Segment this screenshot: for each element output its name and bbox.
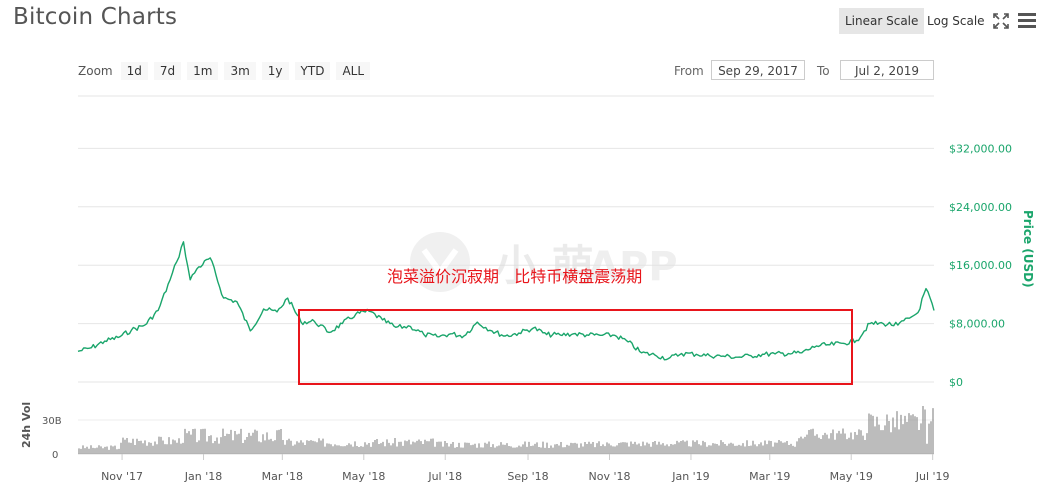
price-line <box>77 241 935 361</box>
y-tick-label: $16,000.00 <box>949 259 1012 272</box>
volume-tick-0: 0 <box>52 450 58 461</box>
menu-icon[interactable] <box>1018 12 1036 29</box>
zoom-label: Zoom <box>78 64 113 78</box>
volume-tick-30b: 30B <box>42 416 62 427</box>
volume-axis-label: 24h Vol <box>20 402 33 448</box>
zoom-ytd-button[interactable]: YTD <box>294 62 331 80</box>
x-tick-label: Nov '18 <box>588 470 630 483</box>
y-tick-label: $24,000.00 <box>949 201 1012 214</box>
y-tick-label: $8,000.00 <box>949 318 1005 331</box>
x-tick-label: Mar '18 <box>262 470 303 483</box>
fullscreen-icon[interactable] <box>993 13 1009 29</box>
watermark: 小 萌 APP <box>410 232 678 292</box>
page-title: Bitcoin Charts <box>13 4 178 30</box>
zoom-all-button[interactable]: ALL <box>336 62 371 80</box>
x-tick-label: Jul '19 <box>915 470 950 483</box>
range-to-input[interactable]: Jul 2, 2019 <box>840 60 934 80</box>
zoom-3m-button[interactable]: 3m <box>224 62 256 80</box>
annotation-text: 泡菜溢价沉寂期 比特币横盘震荡期 <box>387 267 642 286</box>
x-tick-label: May '19 <box>830 470 873 483</box>
y-axis-label: Price (USD) <box>1021 210 1035 288</box>
zoom-1d-button[interactable]: 1d <box>120 62 148 80</box>
log-scale-button[interactable]: Log Scale <box>927 14 985 28</box>
range-from-label: From <box>674 64 704 78</box>
x-tick-label: Sep '18 <box>507 470 548 483</box>
highlight-box <box>298 309 853 385</box>
x-axis: Nov '17 Jan '18 Mar '18 May '18 Jul '18 Sep '… <box>101 454 950 483</box>
svg-text:小 萌: 小 萌 <box>495 241 594 290</box>
grid-lines <box>78 95 934 383</box>
watermark-text: APP <box>588 244 678 290</box>
volume-bars <box>78 406 934 455</box>
x-tick-label: Jul '18 <box>427 470 462 483</box>
range-to-label: To <box>817 64 830 78</box>
x-tick-label: Jan '18 <box>184 470 222 483</box>
range-from-input[interactable]: Sep 29, 2017 <box>711 60 805 80</box>
zoom-1y-button[interactable]: 1y <box>261 62 289 80</box>
y-tick-label: $32,000.00 <box>949 142 1012 155</box>
zoom-7d-button[interactable]: 7d <box>153 62 182 80</box>
zoom-1m-button[interactable]: 1m <box>187 62 219 80</box>
x-tick-label: Jan '19 <box>671 470 709 483</box>
linear-scale-button[interactable]: Linear Scale <box>839 8 925 34</box>
zoom-bar: Zoom 1d 7d 1m 3m 1y YTD ALL <box>78 61 376 81</box>
x-tick-label: Nov '17 <box>101 470 143 483</box>
y-axis: $32,000.00 $24,000.00 $16,000.00 $8,000.00 $… <box>949 142 1012 389</box>
x-tick-label: May '18 <box>342 470 385 483</box>
y-tick-label: $0 <box>949 376 963 389</box>
x-tick-label: Mar '19 <box>749 470 790 483</box>
